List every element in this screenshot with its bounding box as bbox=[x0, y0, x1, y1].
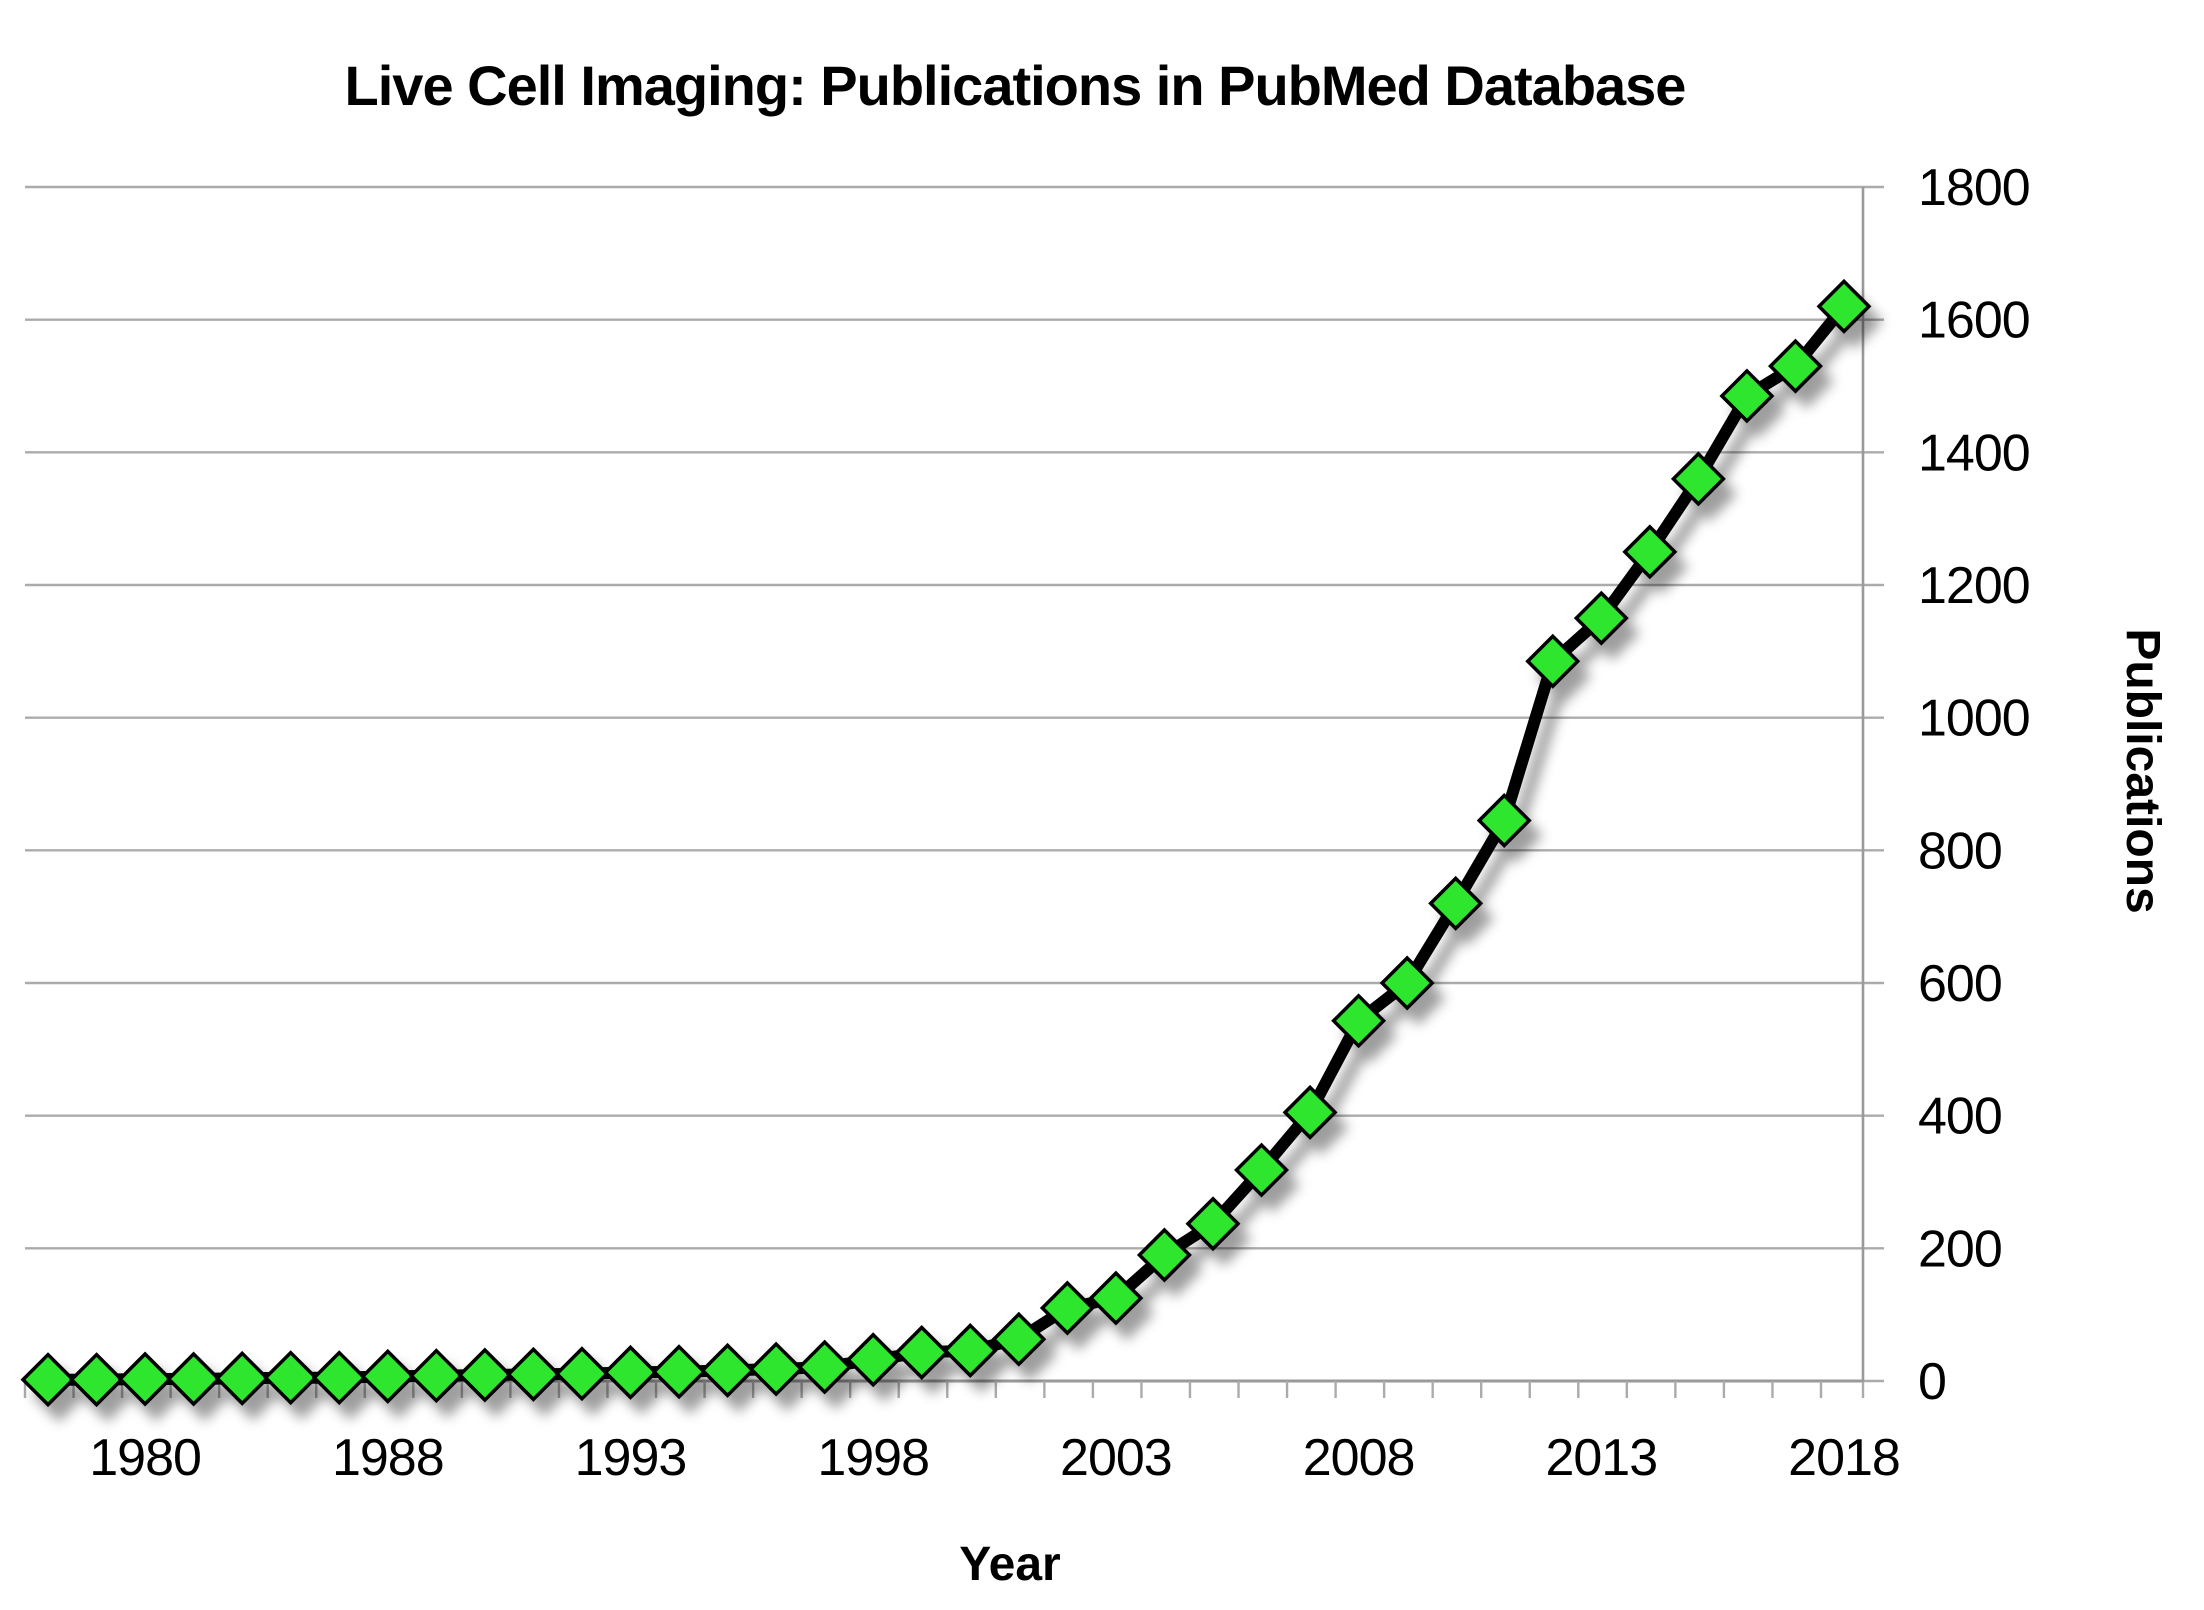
data-point-marker bbox=[942, 1323, 998, 1378]
axes bbox=[23, 185, 1884, 1398]
x-tick-label: 1988 bbox=[332, 1429, 444, 1487]
data-point-marker bbox=[1331, 993, 1387, 1049]
data-point-marker bbox=[1136, 1227, 1192, 1283]
x-tick-label: 2018 bbox=[1788, 1429, 1900, 1487]
data-point-marker bbox=[311, 1350, 367, 1406]
data-point-marker bbox=[991, 1311, 1047, 1367]
data-point-marker bbox=[1039, 1280, 1095, 1336]
publications-series bbox=[20, 278, 1872, 1408]
data-point-marker bbox=[1719, 368, 1775, 424]
y-tick-label: 1000 bbox=[1918, 690, 2030, 748]
y-tick-label: 800 bbox=[1918, 822, 2002, 880]
data-point-marker bbox=[1088, 1270, 1144, 1326]
x-axis-title: Year bbox=[959, 1538, 1060, 1591]
data-point-marker bbox=[1816, 278, 1872, 334]
tick-labels: 0 200 400 600 800 1000 1200 1400 1600 1800 1980 198… bbox=[89, 159, 2030, 1487]
x-tick-label: 1998 bbox=[817, 1429, 929, 1487]
chart-title: Live Cell Imaging: Publications in PubMe… bbox=[345, 54, 1686, 117]
data-point-marker bbox=[20, 1352, 76, 1408]
y-tick-label: 1400 bbox=[1918, 424, 2030, 482]
data-point-marker bbox=[166, 1351, 222, 1407]
gridlines bbox=[25, 185, 1863, 1250]
x-tick-label: 1993 bbox=[575, 1429, 687, 1487]
data-point-marker bbox=[1234, 1142, 1289, 1198]
data-point-marker bbox=[1476, 793, 1532, 848]
series-line bbox=[42, 300, 1850, 1386]
data-point-marker bbox=[408, 1348, 464, 1404]
y-tick-label: 600 bbox=[1918, 955, 2002, 1013]
x-tick-label: 1980 bbox=[89, 1429, 201, 1487]
x-tick-label: 2008 bbox=[1303, 1429, 1415, 1487]
y-tick-label: 1600 bbox=[1918, 292, 2030, 350]
data-point-marker bbox=[263, 1350, 319, 1406]
y-tick-label: 1800 bbox=[1918, 159, 2030, 217]
y-axis-title: Publications bbox=[2116, 628, 2169, 913]
data-point-marker bbox=[1185, 1196, 1241, 1252]
data-point-marker bbox=[700, 1342, 756, 1398]
x-tick-label: 2013 bbox=[1545, 1429, 1657, 1487]
data-point-marker bbox=[505, 1346, 561, 1402]
data-point-marker bbox=[797, 1339, 853, 1395]
data-point-marker bbox=[1428, 875, 1484, 931]
data-point-marker bbox=[748, 1341, 804, 1397]
data-point-marker bbox=[1622, 524, 1678, 580]
data-point-marker bbox=[1525, 633, 1581, 689]
data-point-marker bbox=[554, 1346, 610, 1402]
data-point-marker bbox=[360, 1348, 416, 1404]
data-point-marker bbox=[1379, 955, 1435, 1011]
data-point-marker bbox=[603, 1344, 658, 1400]
y-tick-label: 200 bbox=[1918, 1220, 2002, 1278]
y-tick-label: 400 bbox=[1918, 1088, 2002, 1146]
data-point-marker bbox=[69, 1352, 125, 1408]
data-point-marker bbox=[894, 1325, 950, 1380]
x-tick-label: 2003 bbox=[1060, 1429, 1172, 1487]
data-point-marker bbox=[1573, 590, 1629, 646]
y-tick-label: 1200 bbox=[1918, 557, 2030, 615]
data-point-marker bbox=[651, 1344, 707, 1400]
data-point-marker bbox=[1767, 338, 1823, 394]
data-point-marker bbox=[1282, 1084, 1338, 1140]
data-point-marker bbox=[845, 1332, 901, 1388]
data-point-marker bbox=[457, 1347, 513, 1403]
y-tick-label: 0 bbox=[1918, 1353, 1946, 1411]
data-point-marker bbox=[1670, 451, 1726, 507]
data-point-marker bbox=[214, 1350, 270, 1406]
data-point-marker bbox=[117, 1351, 173, 1407]
